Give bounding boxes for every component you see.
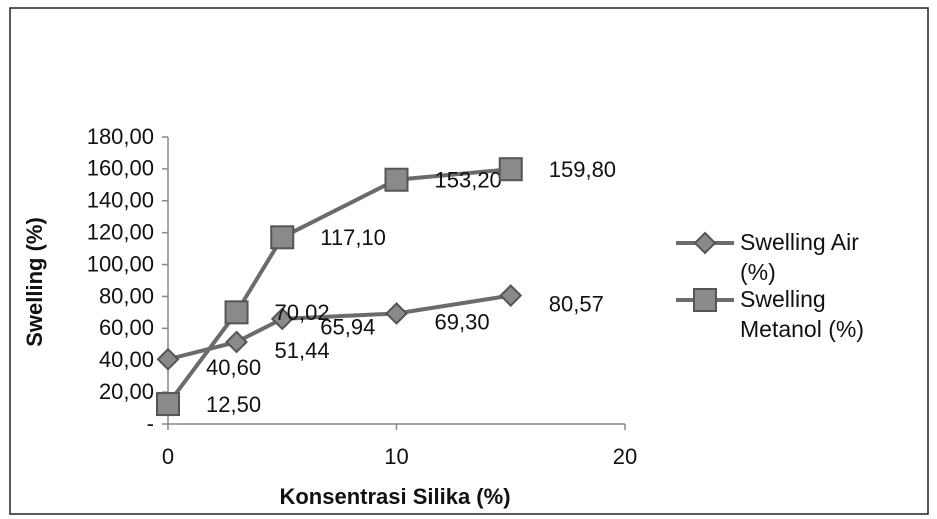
x-axis-title: Konsentrasi Silika (%) [279, 484, 510, 509]
legend-label: Swelling Metanol (%) [740, 286, 864, 342]
data-label: 12,50 [206, 392, 261, 417]
marker [224, 300, 249, 325]
legend-entry: Swelling Metanol (%) [740, 286, 864, 342]
y-tick-label: 40,00 [99, 347, 154, 372]
x-tick-label: 20 [613, 444, 637, 469]
data-label: 40,60 [206, 355, 261, 380]
data-label: 70,02 [275, 300, 330, 325]
data-label: 80,57 [549, 291, 604, 316]
marker [693, 231, 717, 255]
marker [270, 225, 295, 250]
data-label: 153,20 [435, 168, 502, 193]
marker [270, 307, 294, 331]
y-tick-label: 160,00 [87, 156, 154, 181]
marker [498, 157, 523, 182]
series: 12,50 70,02 117,10 153,20 159,80 [156, 157, 616, 417]
x-tick-label: 0 [162, 444, 174, 469]
legend-label: Swelling Air (%) [740, 229, 859, 285]
y-axis-title: Swelling (%) [22, 217, 47, 347]
data-label: 69,30 [435, 309, 490, 334]
data-label: 117,10 [320, 225, 386, 250]
y-tick-label: 20,00 [99, 379, 154, 404]
chart-frame [9, 7, 929, 515]
y-tick-label: 80,00 [99, 283, 154, 308]
marker [385, 302, 408, 325]
x-tick-label: 10 [384, 444, 408, 469]
y-tick-label: 60,00 [99, 315, 154, 340]
data-label: 159,80 [549, 157, 616, 182]
data-label: 51,44 [275, 338, 330, 363]
data-label: 65,94 [320, 315, 375, 340]
marker [499, 284, 523, 307]
y-tick-label: 100,00 [87, 251, 154, 276]
y-tick-label: 180,00 [87, 124, 154, 149]
y-tick-label: 140,00 [87, 188, 154, 213]
y-tick-label: 120,00 [87, 219, 154, 244]
marker [384, 167, 409, 192]
legend-entry: Swelling Air (%) [740, 229, 859, 285]
marker [693, 288, 717, 312]
y-tick-label: - [147, 411, 154, 436]
marker [225, 330, 248, 354]
marker [156, 347, 180, 371]
marker [156, 392, 180, 417]
